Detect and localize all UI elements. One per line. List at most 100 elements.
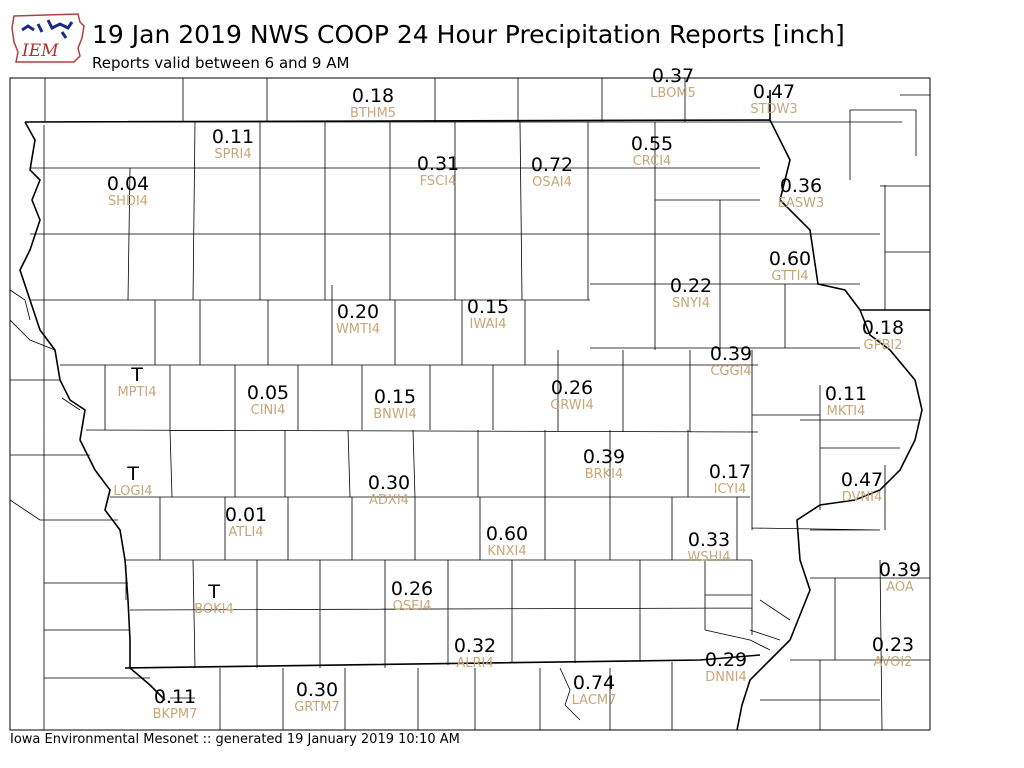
station-id: OSEI4 [393,599,432,614]
station-id: GRWI4 [550,398,594,413]
station-id: ATLI4 [228,525,263,540]
station-id: CINI4 [251,403,286,418]
station-id: AOA [886,580,914,595]
station-id: SPRI4 [214,147,251,162]
station-value: 0.18 [862,317,904,339]
station-id: MKTI4 [827,404,866,419]
station-value: 0.55 [631,133,673,155]
station-value: 0.60 [769,248,811,270]
station-id: IWAI4 [470,317,507,332]
station-id: LOGI4 [113,484,152,499]
map-frame [9,77,931,731]
station-value: T [207,581,220,603]
station-id: DNNI4 [705,670,747,685]
station-value: 0.39 [583,446,625,468]
station-id: WMTI4 [336,322,380,337]
station-value: 0.39 [710,343,752,365]
station-value: 0.37 [652,65,694,87]
station-value: 0.47 [753,81,795,103]
station-id: BOKI4 [194,602,234,617]
station-id: ALRI4 [456,656,493,671]
station-value: 0.72 [531,154,573,176]
station-id: BKPM7 [153,707,198,722]
station-id: MPTI4 [117,385,156,400]
station-value: 0.30 [296,679,338,701]
station-value: T [126,463,139,485]
station-value: 0.20 [337,301,379,323]
station-value: 0.74 [573,672,615,694]
station-value: 0.04 [107,173,149,195]
station-value: 0.05 [247,382,289,404]
station-value: 0.33 [688,529,730,551]
station-id: WSHI4 [688,550,731,565]
station-id: KNXI4 [487,544,526,559]
station-value: 0.36 [780,175,822,197]
station-id: AVOI2 [873,655,912,670]
map-subtitle: Reports valid between 6 and 9 AM [92,54,350,72]
station-value: 0.17 [709,461,751,483]
station-id: EASW3 [778,196,824,211]
station-value: 0.30 [368,472,410,494]
station-value: 0.22 [670,275,712,297]
station-id: CGGI4 [710,364,751,379]
station-value: T [130,364,143,386]
station-id: DVNI4 [842,490,883,505]
station-value: 0.32 [454,635,496,657]
station-id: SHDI4 [108,194,148,209]
station-value: 0.31 [417,153,459,175]
station-value: 0.15 [374,386,416,408]
station-value: 0.23 [872,634,914,656]
station-id: GPBI2 [864,338,903,353]
station-value: 0.11 [212,126,254,148]
station-value: 0.26 [391,578,433,600]
station-id: FSCI4 [420,174,457,189]
station-value: 0.47 [841,469,883,491]
station-id: BRKI4 [585,467,624,482]
station-id: OSAI4 [532,175,572,190]
station-value: 0.11 [825,383,867,405]
station-id: GTTI4 [771,269,808,284]
station-id: LACM7 [572,693,617,708]
logo-text: IEM [21,41,59,61]
station-id: SNYI4 [672,296,710,311]
station-id: LBOM5 [650,86,696,101]
station-id: BNWI4 [373,407,417,422]
station-id: STDW3 [750,102,797,117]
station-value: 0.39 [879,559,921,581]
station-value: 0.11 [154,686,196,708]
station-value: 0.01 [225,504,267,526]
station-id: GRTM7 [294,700,340,715]
station-value: 0.60 [486,523,528,545]
station-value: 0.29 [705,649,747,671]
